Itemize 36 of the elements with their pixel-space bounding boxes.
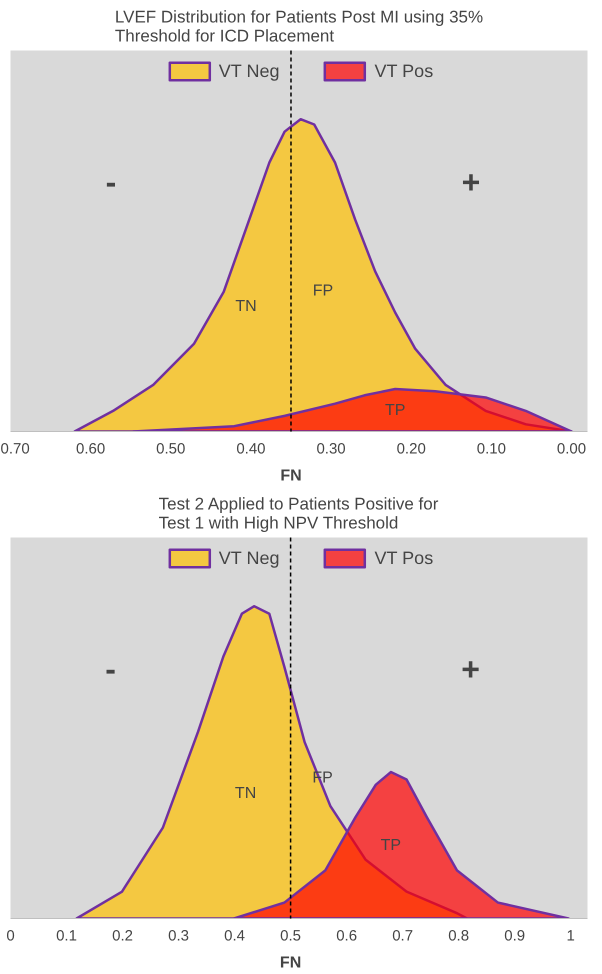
x-tick-label: 0.50: [156, 440, 186, 458]
x-tick-label: 1: [566, 928, 575, 944]
x-tick-label: 0.40: [236, 440, 266, 458]
x-tick-label: 0.1: [56, 928, 77, 944]
x-tick-label: 0: [6, 928, 15, 944]
x-tick-label: 0.30: [316, 440, 346, 458]
x-tick-label: 0.8: [448, 928, 470, 944]
x-tick-label: 0.00: [556, 440, 586, 458]
x-tick-label: 0.10: [476, 440, 506, 458]
annotation: TN: [234, 785, 256, 802]
annotation: TN: [235, 298, 257, 316]
legend-label: VT Neg: [218, 60, 280, 82]
x-tick-label: 0.2: [112, 928, 133, 944]
annotation: TP: [380, 836, 402, 854]
x-tick-label: 0.60: [76, 440, 106, 458]
x-tick-label: 0.20: [396, 440, 426, 458]
text: FN: [280, 954, 302, 972]
x-tick-label: 0.9: [504, 928, 526, 944]
annotation: -: [105, 651, 116, 688]
x-tick-label: 0.7: [392, 928, 414, 944]
legend-label: VT Neg: [218, 548, 280, 568]
annotation: +: [461, 651, 480, 688]
annotation: FP: [312, 282, 334, 300]
x-tick-label: 0.70: [0, 440, 30, 458]
x-tick-label: 0.4: [224, 928, 246, 944]
chart-title: LVEF Distribution for Patients Post MI using 35% Threshold for ICD Placement: [114, 8, 484, 46]
annotation: TP: [384, 402, 406, 419]
legend-label: VT Pos: [374, 60, 434, 82]
legend-label: VT Pos: [374, 548, 434, 568]
chart-title: Test 2 Applied to Patients Positive for Test 1 with High NPV Threshold: [158, 494, 439, 532]
annotation: -: [106, 164, 116, 200]
text: FN: [280, 468, 302, 484]
x-tick-label: 0.6: [336, 928, 358, 944]
x-tick-label: 0.3: [168, 928, 189, 944]
annotation: +: [462, 164, 480, 200]
x-tick-label: 0.5: [280, 928, 302, 944]
